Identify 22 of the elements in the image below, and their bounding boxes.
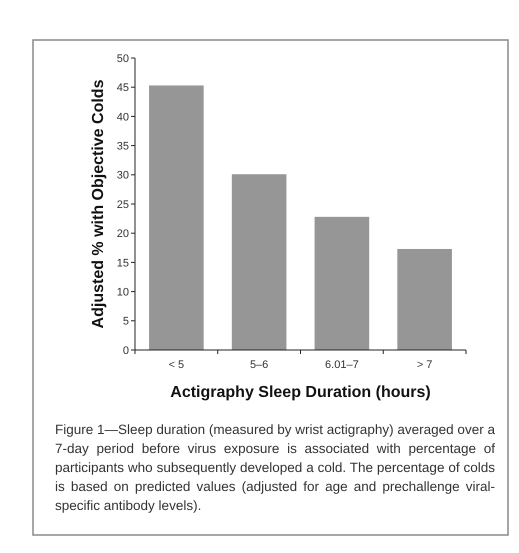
- y-tick-label: 50: [116, 52, 129, 65]
- x-tick-label: 6.01–7: [325, 359, 359, 371]
- bar: [397, 248, 452, 350]
- y-axis-title: Adjusted % with Objective Colds: [90, 79, 107, 328]
- bar: [232, 174, 286, 350]
- y-tick-label: 40: [116, 111, 129, 124]
- y-tick-label: 30: [116, 170, 129, 182]
- x-axis-title: Actigraphy Sleep Duration (hours): [170, 384, 431, 401]
- bar: [149, 85, 204, 350]
- x-tick-label: > 7: [416, 359, 432, 371]
- y-tick-label: 10: [116, 286, 129, 298]
- y-tick-label: 0: [122, 344, 129, 357]
- y-tick-label: 5: [122, 316, 129, 328]
- y-tick-label: 35: [116, 140, 129, 152]
- y-tick-label: 20: [116, 228, 129, 240]
- y-tick-label: 25: [116, 198, 129, 211]
- x-tick-label: 5–6: [250, 359, 268, 371]
- bar: [314, 216, 370, 350]
- x-tick-label: < 5: [168, 359, 184, 371]
- caption: Figure 1—Sleep duration (measured by wrist actigraphy) averaged over a 7-day period before virus exposure is associated with percentage of participants who subsequently developed a cold. The percentage of colds is based on predicted values (adjusted for age and prechallenge viral-specific antibody levels).: [55, 421, 495, 515]
- y-tick-label: 15: [116, 257, 129, 270]
- y-tick-label: 45: [116, 82, 129, 94]
